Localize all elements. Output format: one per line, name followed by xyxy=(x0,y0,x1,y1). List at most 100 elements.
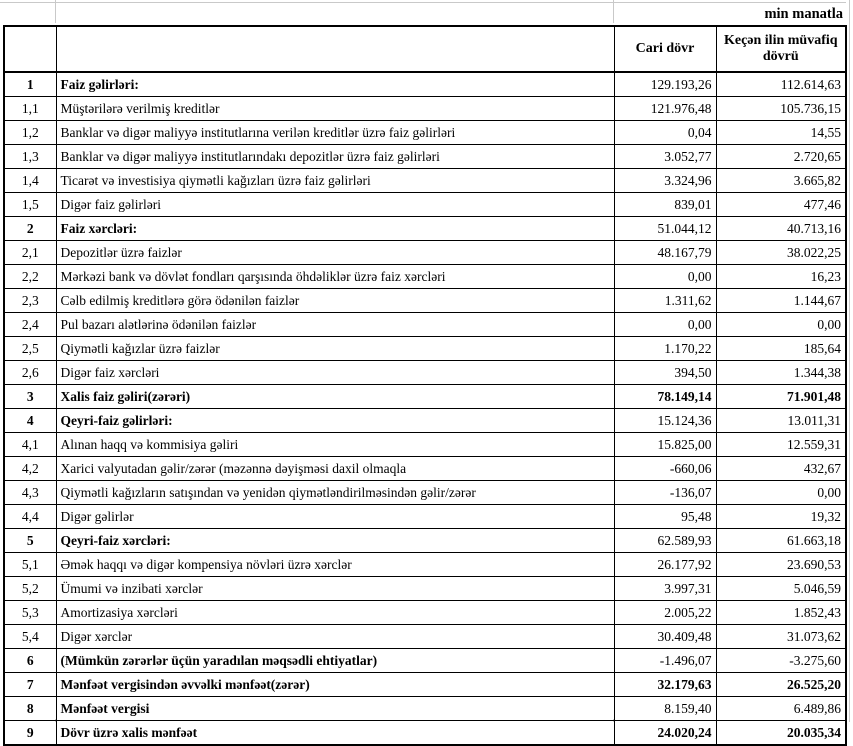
table-row: 2,6 Digər faiz xərcləri 394,50 1.344,38 xyxy=(3,360,847,385)
table-row: 4,2 Xarici valyutadan gəlir/zərər (məzənn… xyxy=(3,456,847,481)
row-number-cell: 5,2 xyxy=(3,576,57,601)
table-header: Cari dövr Keçən ilin müvafiq dövrü xyxy=(3,25,847,73)
table-row: 4,3 Qiymətli kağızların satışından və yen… xyxy=(3,480,847,505)
current-period-cell: 0,00 xyxy=(613,264,717,289)
description-cell: Qiymətli kağızların satışından və yenidə… xyxy=(55,480,615,505)
table-row: 5,4 Digər xərclər 30.409,48 31.073,62 xyxy=(3,624,847,649)
table-row: 1,3 Banklar və digər maliyyə institutları… xyxy=(3,144,847,169)
table-row: 8 Mənfəət vergisi 8.159,40 6.489,86 xyxy=(3,696,847,721)
description-cell: Qiymətli kağızlar üzrə faizlər xyxy=(55,336,615,361)
previous-period-cell: 185,64 xyxy=(715,336,847,361)
description-cell: Amortizasiya xərcləri xyxy=(55,600,615,625)
description-cell: Depozitlər üzrə faizlər xyxy=(55,240,615,265)
current-period-cell: 0,04 xyxy=(613,120,717,145)
current-period-cell: 0,00 xyxy=(613,312,717,337)
description-cell: Mənfəət vergisindən əvvəlki mənfəət(zərə… xyxy=(55,672,615,697)
row-number-cell: 5,1 xyxy=(3,552,57,577)
description-cell: Faiz gəlirləri: xyxy=(55,71,615,97)
table-row: 1,2 Banklar və digər maliyyə institutları… xyxy=(3,120,847,145)
table-row: 4,1 Alınan haqq və kommisiya gəliri 15.825… xyxy=(3,432,847,457)
current-period-cell: 394,50 xyxy=(613,360,717,385)
gridline-remnant-right xyxy=(849,0,850,722)
row-number-cell: 2,2 xyxy=(3,264,57,289)
table-row: 1 Faiz gəlirləri: 129.193,26 112.614,63 xyxy=(3,71,847,97)
table-row: 2,5 Qiymətli kağızlar üzrə faizlər 1.170,2… xyxy=(3,336,847,361)
row-number-cell: 2,4 xyxy=(3,312,57,337)
current-period-cell: 15.825,00 xyxy=(613,432,717,457)
current-period-cell: 1.170,22 xyxy=(613,336,717,361)
description-cell: Digər faiz xərcləri xyxy=(55,360,615,385)
previous-period-cell: 40.713,16 xyxy=(715,216,847,241)
row-number-cell: 1,2 xyxy=(3,120,57,145)
current-period-cell: 839,01 xyxy=(613,192,717,217)
table-row: 4 Qeyri-faiz gəlirləri: 15.124,36 13.011,31 xyxy=(3,408,847,433)
current-period-cell: -660,06 xyxy=(613,456,717,481)
current-period-cell: 15.124,36 xyxy=(613,408,717,433)
current-period-cell: -1.496,07 xyxy=(613,648,717,673)
current-period-cell: -136,07 xyxy=(613,480,717,505)
description-cell: Cəlb edilmiş kreditlərə görə ödənilən fa… xyxy=(55,288,615,313)
row-number-cell: 8 xyxy=(3,696,57,721)
row-number-cell: 3 xyxy=(3,384,57,409)
current-period-cell: 3.052,77 xyxy=(613,144,717,169)
current-period-cell: 78.149,14 xyxy=(613,384,717,409)
previous-period-cell: 0,00 xyxy=(715,312,847,337)
description-cell: (Mümkün zərərlər üçün yaradılan məqsədli… xyxy=(55,648,615,673)
row-number-cell: 1,5 xyxy=(3,192,57,217)
table-row: 3 Xalis faiz gəliri(zərəri) 78.149,14 71.90… xyxy=(3,384,847,409)
previous-period-cell: 2.720,65 xyxy=(715,144,847,169)
row-number-cell: 2,1 xyxy=(3,240,57,265)
row-number-cell: 4,3 xyxy=(3,480,57,505)
description-cell: Müştərilərə verilmiş kreditlər xyxy=(55,96,615,121)
description-cell: Digər gəlirlər xyxy=(55,504,615,529)
previous-period-cell: 477,46 xyxy=(715,192,847,217)
table-row: 5,1 Əmək haqqı və digər kompensiya növlər… xyxy=(3,552,847,577)
description-cell: Pul bazarı alətlərinə ödənilən faizlər xyxy=(55,312,615,337)
table-row: 1,1 Müştərilərə verilmiş kreditlər 121.976… xyxy=(3,96,847,121)
header-number-cell xyxy=(3,25,57,73)
previous-period-cell: 71.901,48 xyxy=(715,384,847,409)
row-number-cell: 2,3 xyxy=(3,288,57,313)
table-row: 2,4 Pul bazarı alətlərinə ödənilən faizlə… xyxy=(3,312,847,337)
description-cell: Xarici valyutadan gəlir/zərər (məzənnə d… xyxy=(55,456,615,481)
table-row: 2 Faiz xərcləri: 51.044,12 40.713,16 xyxy=(3,216,847,241)
row-number-cell: 5,3 xyxy=(3,600,57,625)
row-number-cell: 4,1 xyxy=(3,432,57,457)
previous-period-cell: 14,55 xyxy=(715,120,847,145)
table-row: 4,4 Digər gəlirlər 95,48 19,32 xyxy=(3,504,847,529)
gridline-remnant-numcol-top xyxy=(55,0,56,23)
row-number-cell: 6 xyxy=(3,648,57,673)
previous-period-cell: 13.011,31 xyxy=(715,408,847,433)
row-number-cell: 1 xyxy=(3,71,57,97)
description-cell: Mənfəət vergisi xyxy=(55,696,615,721)
income-statement-table: Cari dövr Keçən ilin müvafiq dövrü 1 Faiz… xyxy=(3,25,847,746)
current-period-cell: 3.324,96 xyxy=(613,168,717,193)
current-period-cell: 2.005,22 xyxy=(613,600,717,625)
previous-period-cell: 6.489,86 xyxy=(715,696,847,721)
previous-period-cell: 0,00 xyxy=(715,480,847,505)
description-cell: Qeyri-faiz gəlirləri: xyxy=(55,408,615,433)
current-period-cell: 62.589,93 xyxy=(613,528,717,553)
current-period-cell: 129.193,26 xyxy=(613,71,717,97)
table-body: 1 Faiz gəlirləri: 129.193,26 112.614,63 1,1 M… xyxy=(3,71,847,746)
description-cell: Mərkəzi bank və dövlət fondları qarşısın… xyxy=(55,264,615,289)
description-cell: Əmək haqqı və digər kompensiya növləri ü… xyxy=(55,552,615,577)
table-row: 5,3 Amortizasiya xərcləri 2.005,22 1.852,43 xyxy=(3,600,847,625)
row-number-cell: 5,4 xyxy=(3,624,57,649)
description-cell: Digər faiz gəlirləri xyxy=(55,192,615,217)
row-number-cell: 2,6 xyxy=(3,360,57,385)
current-period-cell: 48.167,79 xyxy=(613,240,717,265)
description-cell: Banklar və digər maliyyə institutlarına … xyxy=(55,120,615,145)
current-period-cell: 8.159,40 xyxy=(613,696,717,721)
row-number-cell: 1,4 xyxy=(3,168,57,193)
previous-period-cell: 38.022,25 xyxy=(715,240,847,265)
description-cell: Faiz xərcləri: xyxy=(55,216,615,241)
table-row: 1,5 Digər faiz gəlirləri 839,01 477,46 xyxy=(3,192,847,217)
previous-period-cell: 1.344,38 xyxy=(715,360,847,385)
current-period-cell: 26.177,92 xyxy=(613,552,717,577)
header-row: Cari dövr Keçən ilin müvafiq dövrü xyxy=(3,25,847,73)
table-row: 2,3 Cəlb edilmiş kreditlərə görə ödənilən… xyxy=(3,288,847,313)
description-cell: Digər xərclər xyxy=(55,624,615,649)
description-cell: Ümumi və inzibati xərclər xyxy=(55,576,615,601)
